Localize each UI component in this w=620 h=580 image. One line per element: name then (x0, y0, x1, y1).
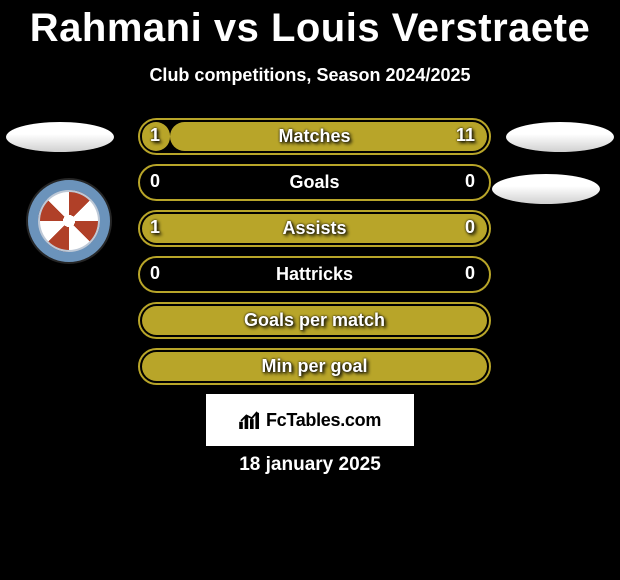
stat-label: Min per goal (261, 356, 367, 377)
fctables-label: FcTables.com (266, 410, 381, 431)
stat-row: Goals per match (0, 302, 620, 348)
stat-label: Goals (289, 172, 339, 193)
fctables-watermark: FcTables.com (206, 394, 414, 446)
fctables-icon (239, 411, 261, 429)
stat-value-right: 0 (465, 171, 475, 192)
stat-label: Matches (278, 126, 350, 147)
stat-bar: Matches (138, 118, 491, 155)
stat-label: Goals per match (244, 310, 385, 331)
stat-row: Goals 0 0 (0, 164, 620, 210)
stat-bar: Goals per match (138, 302, 491, 339)
stat-bar: Hattricks (138, 256, 491, 293)
stat-row: Min per goal (0, 348, 620, 394)
page-subtitle: Club competitions, Season 2024/2025 (0, 65, 620, 86)
stat-label: Assists (282, 218, 346, 239)
stat-row: Assists 1 0 (0, 210, 620, 256)
stat-row: Hattricks 0 0 (0, 256, 620, 302)
stat-label: Hattricks (276, 264, 353, 285)
page-title: Rahmani vs Louis Verstraete (0, 0, 620, 51)
stat-row: Matches111 (0, 118, 620, 164)
stat-value-right: 0 (465, 217, 475, 238)
comparison-date: 18 january 2025 (0, 454, 620, 476)
stat-value-left: 1 (150, 217, 160, 238)
stat-value-left: 0 (150, 171, 160, 192)
stat-value-right: 11 (456, 125, 475, 146)
stat-value-left: 0 (150, 263, 160, 284)
stat-value-left: 1 (150, 125, 160, 146)
stat-bar: Goals (138, 164, 491, 201)
stat-value-right: 0 (465, 263, 475, 284)
stat-rows-container: Matches111Goals00Assists10Hattricks00Goa… (0, 118, 620, 394)
stat-bar: Assists (138, 210, 491, 247)
stat-bar: Min per goal (138, 348, 491, 385)
